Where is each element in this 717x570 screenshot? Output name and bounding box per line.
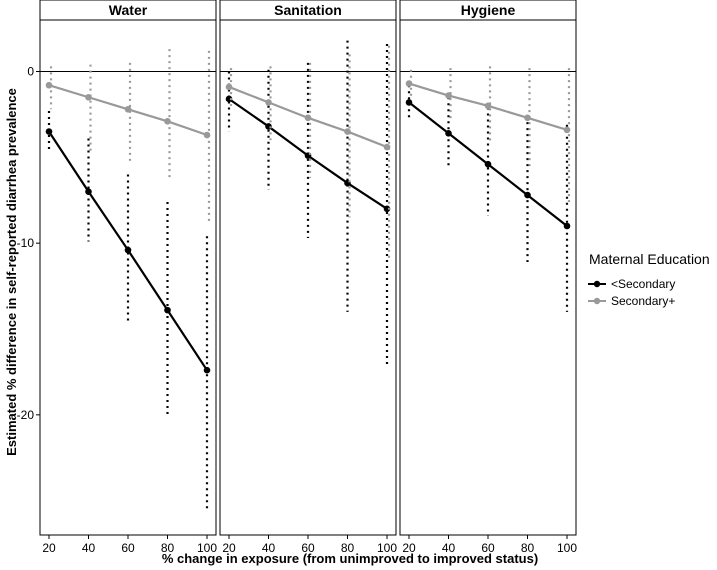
legend-key-point	[593, 297, 601, 305]
data-point	[124, 105, 132, 113]
y-axis: 0 -10 -20	[17, 65, 40, 422]
x-tick-label: 100	[377, 541, 397, 555]
x-tick-label: 80	[161, 541, 175, 555]
panel-sanitation: Sanitation 20 40 60 80 100	[219, 0, 397, 555]
y-tick-label: 0	[27, 65, 34, 79]
x-tick-label: 60	[481, 541, 495, 555]
data-point	[45, 128, 53, 135]
panel-water: Water 20 40 60 80 100	[39, 0, 217, 555]
x-axis-title: % change in exposure (from unimproved to…	[162, 551, 538, 566]
data-point	[445, 130, 452, 137]
panel-title: Hygiene	[461, 2, 516, 18]
panel-title: Sanitation	[274, 2, 342, 18]
data-point	[203, 366, 211, 374]
x-tick-label: 20	[402, 541, 416, 555]
data-point	[484, 102, 492, 110]
x-tick-label: 80	[521, 541, 535, 555]
data-point	[484, 160, 492, 168]
data-point	[85, 188, 92, 195]
data-point	[383, 205, 391, 213]
data-point	[524, 191, 531, 199]
y-tick-label: -20	[17, 408, 35, 422]
series-hygiene-secondary-plus	[405, 66, 571, 202]
data-point	[124, 246, 132, 254]
legend-title: Maternal Education	[589, 251, 710, 267]
panel-title: Water	[109, 2, 148, 18]
x-axis-hygiene: 20 40 60 80 100	[402, 535, 577, 555]
data-point	[524, 114, 531, 122]
data-point	[304, 114, 312, 122]
data-point	[383, 143, 391, 151]
legend-label: <Secondary	[611, 277, 675, 291]
x-tick-label: 100	[557, 541, 577, 555]
x-tick-label: 20	[222, 541, 236, 555]
legend-item-secondary-plus: Secondary+	[588, 294, 675, 308]
x-tick-label: 40	[442, 541, 456, 555]
legend-label: Secondary+	[611, 294, 675, 308]
x-axis-sanitation: 20 40 60 80 100	[222, 535, 397, 555]
x-tick-label: 80	[341, 541, 355, 555]
series-water-secondary-plus	[45, 49, 211, 223]
legend-item-less-secondary: <Secondary	[588, 277, 675, 291]
data-point	[563, 222, 571, 230]
x-tick-label: 60	[121, 541, 135, 555]
x-tick-label: 40	[262, 541, 276, 555]
panel-border	[219, 19, 397, 536]
legend: Maternal Education <Secondary Secondary+	[588, 251, 710, 308]
data-point	[203, 131, 211, 139]
series-water-less-secondary	[45, 110, 211, 510]
data-point	[225, 83, 233, 91]
y-axis-title: Estimated % difference in self-reported …	[4, 88, 19, 456]
legend-keys: <Secondary Secondary+	[588, 277, 675, 308]
panel-hygiene: Hygiene 20 40 60 80 100	[399, 0, 577, 555]
x-tick-label: 60	[301, 541, 315, 555]
series-sanitation-less-secondary	[225, 40, 391, 367]
panel-border	[399, 19, 577, 536]
series-hygiene-less-secondary	[405, 85, 571, 312]
data-point	[164, 117, 171, 125]
data-point	[85, 93, 92, 101]
data-point	[164, 306, 171, 314]
data-point	[265, 99, 272, 106]
x-tick-label: 20	[42, 541, 56, 555]
y-tick-label: -10	[17, 236, 35, 250]
x-tick-label: 40	[82, 541, 96, 555]
data-point	[405, 99, 413, 106]
data-point	[405, 80, 413, 87]
x-tick-label: 100	[197, 541, 217, 555]
data-point	[445, 92, 452, 99]
data-point	[344, 128, 351, 135]
data-point	[563, 126, 571, 134]
series-sanitation-secondary-plus	[225, 45, 391, 261]
x-axis-water: 20 40 60 80 100	[42, 535, 217, 555]
legend-key-point	[593, 280, 601, 288]
data-point	[225, 95, 233, 103]
data-point	[45, 81, 53, 89]
